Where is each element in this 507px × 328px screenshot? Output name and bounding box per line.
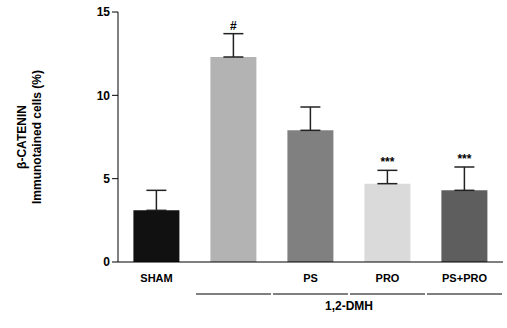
svg-text:1,2-DMH: 1,2-DMH [325,299,373,313]
svg-text:***: *** [457,152,471,166]
svg-text:SHAM: SHAM [140,272,172,284]
svg-text:PS+PRO: PS+PRO [442,272,487,284]
svg-text:0: 0 [103,255,110,269]
svg-text:#: # [230,19,237,33]
svg-text:15: 15 [97,5,111,19]
svg-text:PRO: PRO [376,272,400,284]
svg-text:5: 5 [103,172,110,186]
svg-text:β-CATENINImmunotained cells (%: β-CATENINImmunotained cells (%) [15,70,44,204]
svg-text:***: *** [380,155,394,169]
svg-text:10: 10 [97,89,111,103]
svg-text:PS: PS [303,272,318,284]
